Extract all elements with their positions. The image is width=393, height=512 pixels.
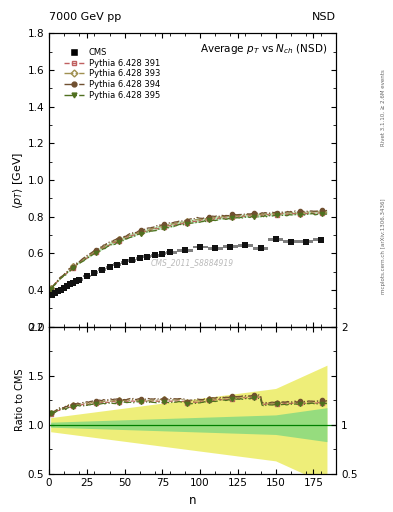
Text: NSD: NSD [312, 12, 336, 22]
Y-axis label: Ratio to CMS: Ratio to CMS [15, 369, 25, 432]
Point [159, 250, 165, 258]
Point [137, 254, 143, 263]
Point [197, 243, 203, 251]
Point [73, 277, 79, 285]
Point [55, 287, 61, 295]
Point [114, 261, 120, 269]
Point [288, 238, 294, 246]
Point [227, 243, 233, 251]
Point [318, 236, 324, 244]
Point [64, 282, 70, 290]
Legend: CMS, Pythia 6.428 391, Pythia 6.428 393, Pythia 6.428 394, Pythia 6.428 395: CMS, Pythia 6.428 391, Pythia 6.428 393,… [62, 46, 162, 101]
Point [91, 269, 97, 277]
Point [257, 244, 264, 252]
Point [121, 259, 128, 267]
Point [49, 291, 55, 300]
Point [67, 280, 73, 288]
Point [76, 275, 83, 284]
Point [84, 272, 90, 280]
Point [52, 289, 58, 297]
Text: 7000 GeV pp: 7000 GeV pp [49, 12, 121, 22]
Point [99, 266, 105, 274]
Y-axis label: $\langle p_T \rangle$ [GeV]: $\langle p_T \rangle$ [GeV] [11, 152, 25, 209]
Point [152, 251, 158, 259]
Point [242, 241, 248, 249]
Point [182, 246, 188, 254]
Point [167, 248, 173, 257]
Point [70, 279, 76, 287]
Point [107, 263, 113, 271]
Text: Average $p_T$ vs $N_{ch}$ (NSD): Average $p_T$ vs $N_{ch}$ (NSD) [200, 42, 327, 56]
Point [303, 238, 309, 246]
Point [144, 253, 151, 261]
Point [58, 285, 64, 293]
Point [212, 244, 219, 252]
Point [61, 284, 67, 292]
X-axis label: n: n [189, 494, 196, 507]
Point [129, 257, 135, 265]
Text: CMS_2011_S8884919: CMS_2011_S8884919 [151, 258, 234, 267]
Text: Rivet 3.1.10, ≥ 2.6M events: Rivet 3.1.10, ≥ 2.6M events [381, 69, 386, 146]
Point [272, 235, 279, 243]
Text: mcplots.cern.ch [arXiv:1306.3436]: mcplots.cern.ch [arXiv:1306.3436] [381, 198, 386, 293]
